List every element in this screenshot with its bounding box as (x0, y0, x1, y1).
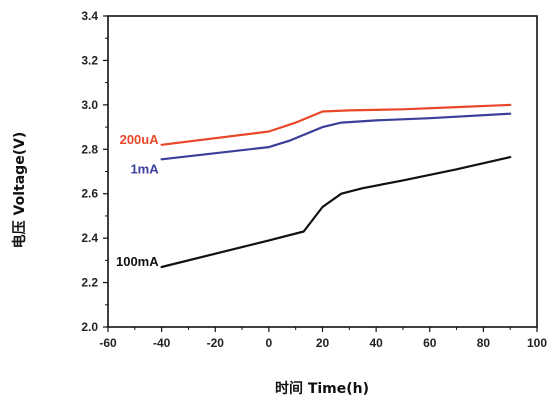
x-axis-title: 时间 Time(h) (275, 380, 369, 397)
series-line-1ma (160, 112, 512, 161)
series-lines (160, 103, 512, 269)
x-axis-ticks: -60 -40 -20 0 20 40 60 80 100 (99, 327, 547, 350)
x-tick-label: -60 (99, 336, 117, 350)
x-tick-label: 100 (527, 336, 547, 350)
series-label-100ma: 100mA (116, 254, 159, 269)
y-tick-label: 2.8 (81, 142, 98, 156)
y-axis-title: 电压 Voltage(V) (11, 132, 28, 249)
plot-frame (107, 15, 538, 328)
x-tick-label: -20 (207, 336, 225, 350)
y-tick-label: 2.4 (81, 231, 98, 245)
y-tick-label: 2.2 (81, 276, 98, 290)
x-tick-label: 20 (316, 336, 330, 350)
x-tick-label: 60 (423, 336, 437, 350)
x-tick-label: 40 (369, 336, 383, 350)
x-tick-label: 0 (266, 336, 273, 350)
series-line-100ma (160, 156, 512, 269)
plot-area-border (107, 15, 538, 328)
x-tick-label: -40 (153, 336, 171, 350)
y-axis-ticks: 2.0 2.2 2.4 2.6 2.8 3.0 3.2 3.4 (81, 9, 108, 334)
y-tick-label: 3.2 (81, 53, 98, 67)
series-labels: 200uA 1mA 100mA (116, 132, 159, 269)
x-tick-label: 80 (477, 336, 491, 350)
series-label-1ma: 1mA (130, 161, 159, 176)
y-tick-label: 2.6 (81, 187, 98, 201)
series-label-200ua: 200uA (120, 132, 160, 147)
y-tick-label: 3.4 (81, 9, 98, 23)
series-line-200ua (160, 103, 512, 146)
y-tick-label: 2.0 (81, 320, 98, 334)
y-tick-label: 3.0 (81, 98, 98, 112)
